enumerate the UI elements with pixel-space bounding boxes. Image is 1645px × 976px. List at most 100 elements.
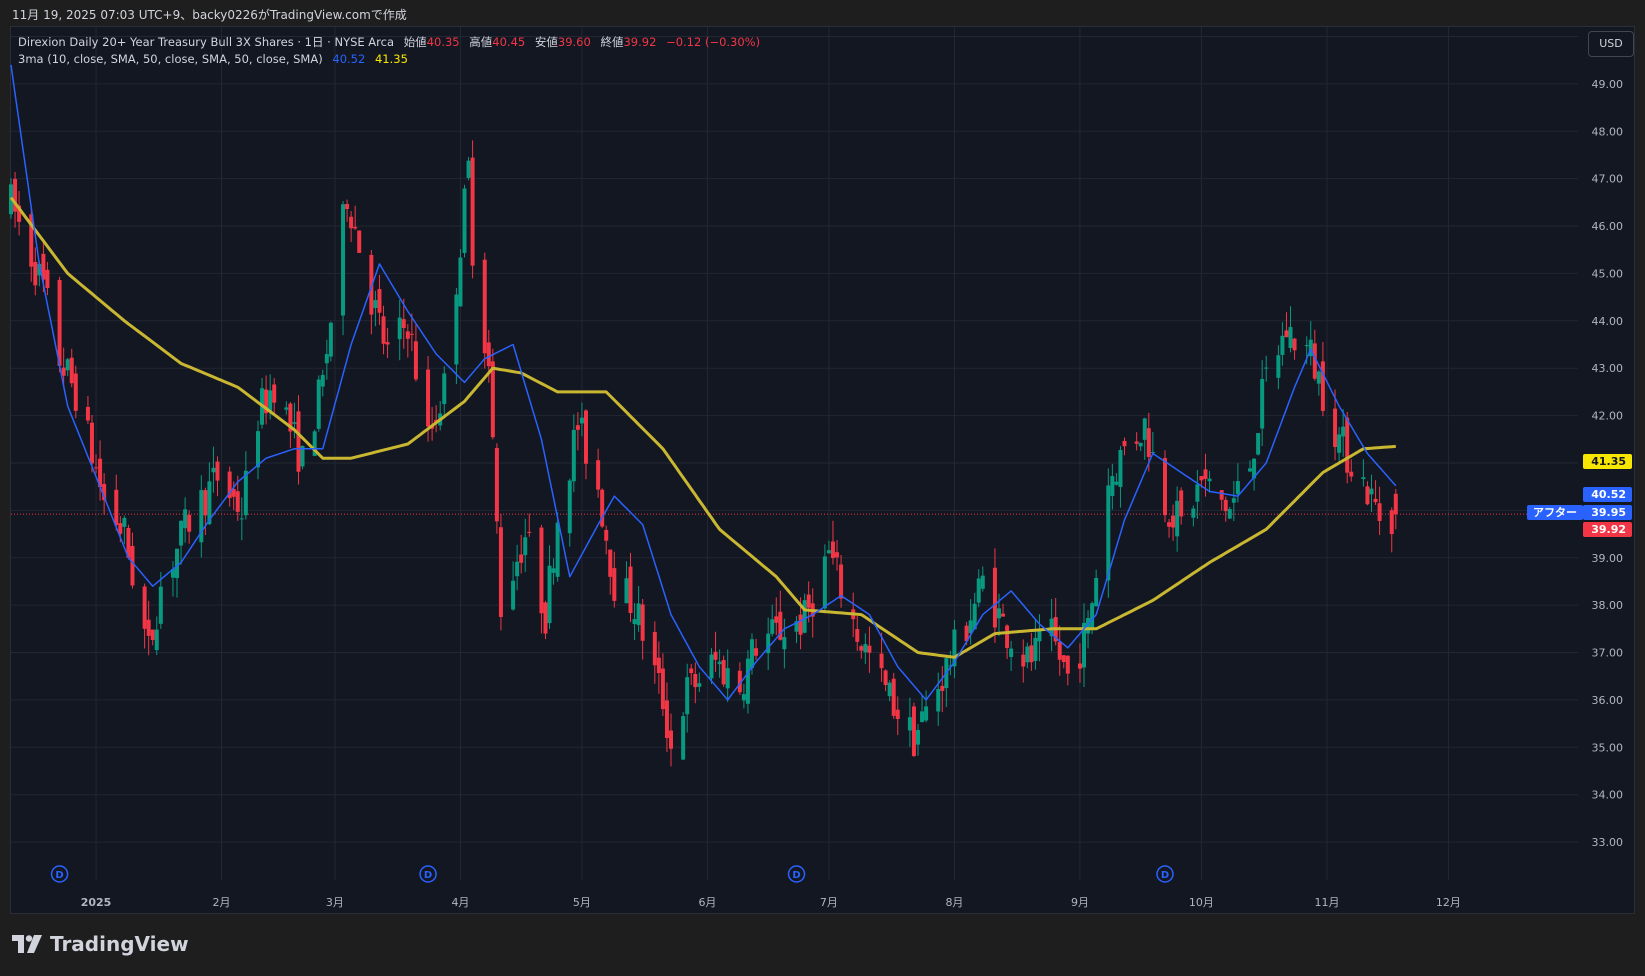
y-tick-label: 36.00 [1592, 694, 1624, 707]
indicator-name[interactable]: 3ma (10, close, SMA, 50, close, SMA, 50,… [18, 52, 323, 66]
candle-body [255, 431, 260, 468]
candle-body [1337, 434, 1342, 453]
candle-body [636, 603, 641, 626]
candle-body [656, 657, 661, 674]
candle-body [794, 621, 799, 632]
ma-fast-line [10, 64, 1397, 701]
symbol-name[interactable]: Direxion Daily 20+ Year Treasury Bull 3X… [18, 35, 395, 49]
candle-body [1316, 371, 1321, 384]
chart-frame[interactable] [10, 26, 1635, 914]
candle-body [385, 342, 390, 345]
candle-body [397, 317, 402, 340]
ma-slow-badge: 41.35 [1583, 454, 1632, 469]
chart-legend: Direxion Daily 20+ Year Treasury Bull 3X… [18, 34, 760, 68]
candle-body [1373, 498, 1378, 503]
candle-body [401, 319, 406, 328]
candle-body [409, 333, 414, 335]
candle-body [345, 204, 350, 209]
candle-body [1203, 469, 1208, 479]
x-tick-label: 2025 [81, 896, 112, 909]
tradingview-logo[interactable]: TradingView [12, 932, 189, 956]
candle-body [948, 665, 953, 667]
candle-body [1001, 613, 1006, 617]
ma-fast-value: 40.52 [332, 52, 366, 66]
candle-body [1276, 355, 1281, 378]
candle-body [324, 354, 329, 364]
candle-body [883, 670, 888, 685]
candle-body [689, 668, 694, 674]
candle-body [527, 531, 532, 533]
candle-body [482, 259, 487, 354]
candle-body [73, 373, 78, 411]
close-label: 終値 [600, 35, 624, 49]
candle-body [1207, 478, 1212, 482]
candle-body [1061, 655, 1066, 662]
candle-body [1292, 338, 1297, 351]
dividend-marker-label: D [1161, 870, 1169, 881]
candle-body [426, 369, 431, 427]
y-tick-label: 45.00 [1592, 267, 1624, 280]
candle-body [235, 491, 240, 512]
candle-body [1345, 417, 1350, 473]
candle-body [17, 205, 22, 222]
candle-body [1037, 629, 1042, 642]
candle-body [826, 550, 831, 554]
candle-body [1256, 433, 1261, 455]
candle-body [1308, 339, 1313, 357]
candle-body [381, 316, 386, 344]
candle-body [685, 677, 690, 715]
candle-body [45, 269, 50, 288]
candle-body [1284, 330, 1289, 338]
candle-body [778, 611, 783, 640]
dividend-marker [1156, 865, 1174, 883]
candle-body [268, 390, 273, 412]
candle-body [972, 603, 977, 630]
candle-body [669, 730, 674, 749]
candle-body [490, 361, 495, 438]
candle-body [721, 659, 726, 685]
candle-body [920, 711, 925, 723]
candle-body [1252, 458, 1257, 479]
candle-body [1033, 637, 1038, 661]
candle-body [1341, 426, 1346, 437]
candle-body [1179, 490, 1184, 517]
y-tick-label: 33.00 [1592, 836, 1624, 849]
candle-body [1195, 484, 1200, 502]
candle-body [1162, 458, 1167, 516]
candle-body [300, 445, 305, 467]
candle-body [462, 188, 467, 253]
x-tick-label: 11月 [1314, 896, 1339, 909]
candle-body [964, 625, 969, 642]
candle-body [413, 341, 418, 380]
high-value: 40.45 [492, 35, 526, 49]
candle-body [1086, 617, 1091, 634]
candle-body [203, 490, 208, 516]
candle-body [458, 257, 463, 307]
candle-body [766, 633, 771, 654]
y-tick-label: 42.00 [1592, 410, 1624, 423]
candle-body [377, 289, 382, 313]
currency-button[interactable]: USD [1588, 31, 1634, 57]
candle-body [612, 568, 617, 601]
candle-body [924, 706, 929, 721]
low-label: 安値 [534, 35, 558, 49]
candle-body [713, 651, 718, 660]
candle-body [608, 549, 613, 577]
candle-body [102, 483, 107, 501]
candle-body [312, 431, 317, 456]
x-tick-label: 4月 [451, 896, 469, 909]
candle-body [867, 645, 872, 653]
tradingview-logo-icon [12, 935, 42, 953]
candle-body [1146, 428, 1151, 457]
candle-body [470, 157, 475, 266]
candle-body [725, 668, 730, 689]
candle-body [543, 602, 548, 634]
candle-body [709, 654, 714, 679]
candle-body [1248, 468, 1253, 472]
dividend-marker-label: D [55, 870, 63, 881]
candle-body [968, 620, 973, 634]
x-tick-label: 7月 [820, 896, 838, 909]
candle-body [1389, 510, 1394, 535]
y-tick-label: 38.00 [1592, 599, 1624, 612]
